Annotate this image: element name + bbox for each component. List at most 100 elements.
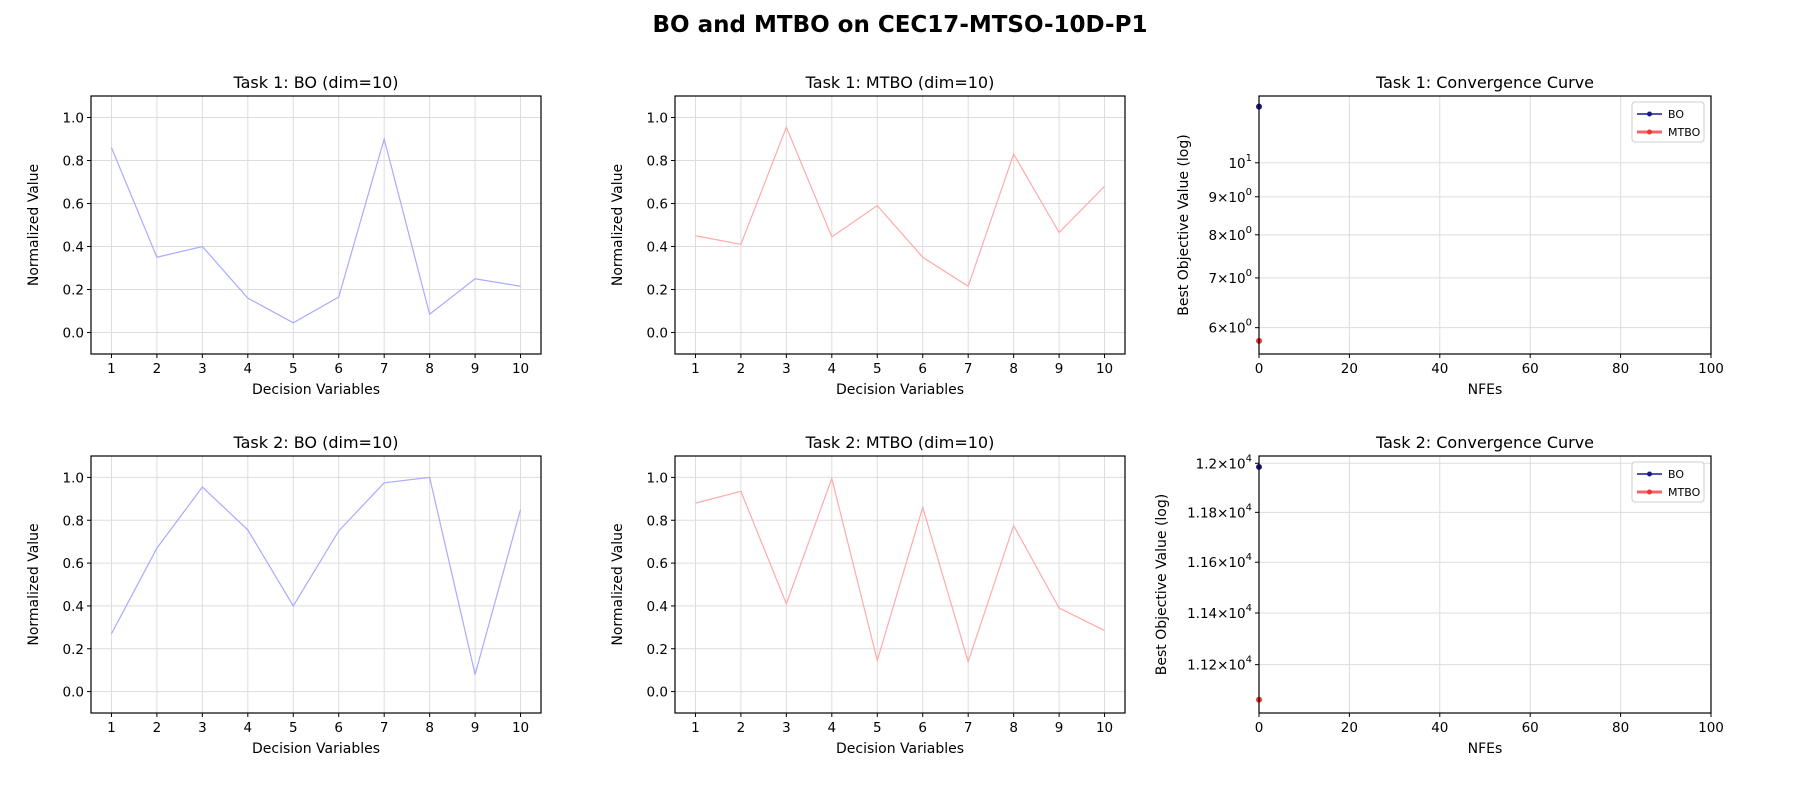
x-tick-label: 80 [1612, 720, 1629, 736]
subplot-title: Task 1: Convergence Curve [1375, 73, 1594, 92]
x-tick-label: 6 [334, 720, 343, 736]
x-tick-label: 8 [425, 720, 434, 736]
y-tick-label: 0.8 [647, 513, 668, 529]
x-tick-label: 40 [1431, 361, 1448, 377]
x-tick-label: 9 [1055, 720, 1064, 736]
x-tick-label: 7 [964, 720, 973, 736]
y-tick-label: 7×100 [1209, 268, 1252, 287]
legend-marker [1647, 130, 1652, 135]
x-tick-label: 20 [1341, 720, 1358, 736]
x-tick-label: 3 [782, 361, 791, 377]
y-tick-label: 0.0 [63, 685, 84, 701]
y-tick-label: 8×100 [1209, 225, 1252, 244]
subplot-title: Task 1: MTBO (dim=10) [805, 73, 995, 92]
x-tick-label: 10 [512, 720, 529, 736]
legend-label-bo: BO [1668, 468, 1684, 481]
subplot-title: Task 2: BO (dim=10) [232, 433, 398, 452]
x-tick-label: 20 [1341, 361, 1358, 377]
y-tick-label: 0.6 [63, 556, 84, 572]
x-tick-label: 5 [289, 361, 298, 377]
x-tick-label: 2 [153, 361, 162, 377]
y-tick-label: 0.8 [63, 154, 84, 170]
x-tick-label: 6 [918, 720, 927, 736]
y-tick-label: 1.14×104 [1187, 603, 1252, 622]
x-tick-label: 4 [244, 361, 253, 377]
y-tick-label: 1.2×104 [1196, 453, 1252, 472]
x-tick-label: 6 [334, 361, 343, 377]
x-tick-label: 9 [1055, 361, 1064, 377]
series-line-mtbo [695, 127, 1104, 286]
x-tick-label: 0 [1255, 720, 1264, 736]
x-tick-label: 8 [1009, 720, 1018, 736]
x-axis-label: Decision Variables [836, 741, 964, 757]
y-tick-label: 0.2 [647, 283, 668, 299]
y-tick-label: 101 [1228, 153, 1252, 172]
subplot-title: Task 1: BO (dim=10) [232, 73, 398, 92]
x-tick-label: 0 [1255, 361, 1264, 377]
axes-frame [91, 96, 541, 354]
subplot-title: Task 2: Convergence Curve [1375, 433, 1594, 452]
x-tick-label: 7 [380, 720, 389, 736]
x-tick-label: 3 [782, 720, 791, 736]
x-tick-label: 1 [691, 720, 700, 736]
y-tick-label: 1.0 [647, 470, 668, 486]
series-line-bo [111, 477, 520, 674]
y-axis-label: Best Objective Value (log) [1176, 134, 1192, 315]
y-axis-label: Normalized Value [26, 164, 42, 286]
y-tick-label: 6×100 [1209, 318, 1252, 337]
x-tick-label: 10 [1096, 361, 1113, 377]
x-tick-label: 7 [964, 361, 973, 377]
x-tick-label: 60 [1522, 720, 1539, 736]
y-tick-label: 1.12×104 [1187, 655, 1252, 674]
legend-label-bo: BO [1668, 108, 1684, 121]
subplot-title: Task 2: MTBO (dim=10) [805, 433, 995, 452]
axes-frame [91, 456, 541, 713]
x-tick-label: 8 [425, 361, 434, 377]
y-axis-label: Normalized Value [610, 523, 626, 645]
x-tick-label: 1 [107, 720, 116, 736]
y-tick-label: 1.0 [63, 111, 84, 127]
y-tick-label: 0.0 [647, 326, 668, 342]
x-tick-label: 60 [1522, 361, 1539, 377]
y-tick-label: 0.4 [63, 599, 84, 615]
y-tick-label: 0.6 [63, 197, 84, 213]
x-axis-label: Decision Variables [252, 382, 380, 398]
x-tick-label: 1 [691, 361, 700, 377]
x-tick-label: 9 [471, 361, 480, 377]
y-tick-label: 0.2 [63, 283, 84, 299]
y-tick-label: 0.8 [63, 513, 84, 529]
x-tick-label: 5 [873, 361, 882, 377]
legend-marker [1647, 490, 1652, 495]
y-tick-label: 0.4 [63, 240, 84, 256]
y-tick-label: 0.6 [647, 197, 668, 213]
x-tick-label: 6 [918, 361, 927, 377]
x-tick-label: 9 [471, 720, 480, 736]
x-tick-label: 2 [737, 720, 746, 736]
y-axis-label: Normalized Value [26, 523, 42, 645]
x-tick-label: 10 [1096, 720, 1113, 736]
y-tick-label: 0.8 [647, 154, 668, 170]
x-tick-label: 40 [1431, 720, 1448, 736]
x-tick-label: 8 [1009, 361, 1018, 377]
y-tick-label: 0.0 [63, 326, 84, 342]
y-axis-label: Best Objective Value (log) [1154, 494, 1170, 675]
y-tick-label: 0.2 [63, 642, 84, 658]
y-tick-label: 0.2 [647, 642, 668, 658]
x-axis-label: Decision Variables [252, 741, 380, 757]
x-tick-label: 4 [828, 361, 837, 377]
y-tick-label: 0.6 [647, 556, 668, 572]
y-tick-label: 0.4 [647, 599, 668, 615]
x-tick-label: 10 [512, 361, 529, 377]
x-tick-label: 2 [153, 720, 162, 736]
y-tick-label: 1.16×104 [1187, 552, 1252, 571]
x-tick-label: 5 [289, 720, 298, 736]
y-tick-label: 9×100 [1209, 187, 1252, 206]
x-axis-label: NFEs [1468, 741, 1503, 757]
x-tick-label: 100 [1698, 720, 1724, 736]
